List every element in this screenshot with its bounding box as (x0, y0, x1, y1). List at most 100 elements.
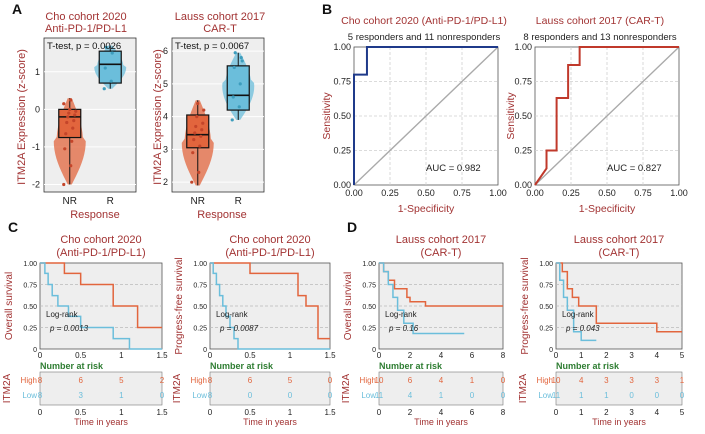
survival-curve-high (556, 262, 682, 333)
y-axis-label: ITM2A Expression (z-score) (152, 49, 164, 185)
risk-x-tick-label: 3 (629, 408, 634, 417)
risk-x-axis-label: Time in years (74, 417, 128, 427)
data-point (72, 119, 76, 123)
y-tick-label: 0.50 (333, 111, 351, 121)
y-tick-label: 2 (163, 177, 168, 187)
data-point (73, 113, 77, 117)
risk-count-low: 0 (470, 391, 475, 400)
risk-count-low: 1 (439, 391, 444, 400)
risk-table-title: Number at risk (210, 361, 274, 371)
risk-x-axis-label: Time in years (414, 417, 468, 427)
y-tick-label: 1.00 (333, 42, 351, 52)
y-tick-label: 0.25 (362, 326, 376, 333)
x-tick-label: 1.5 (156, 351, 168, 360)
p-value-label: p = 0.0087 (219, 324, 259, 333)
y-tick-label: 4 (163, 112, 168, 122)
risk-x-tick-label: 0.5 (75, 408, 87, 417)
km-title: Cho cohort 2020 (229, 234, 310, 246)
survival-curve-high (210, 262, 330, 340)
roc-curve (353, 46, 498, 185)
data-point (66, 115, 70, 119)
roc-subtitle: 8 responders and 13 nonresponders (523, 32, 676, 43)
risk-count-low: 0 (501, 391, 506, 400)
risk-count-low: 0 (655, 391, 660, 400)
y-tick-label: 0 (549, 347, 553, 354)
risk-x-tick-label: 4 (439, 408, 444, 417)
data-point (64, 132, 68, 136)
risk-count-low: 0 (629, 391, 634, 400)
y-tick-label: 0.00 (333, 180, 351, 190)
stat-label: T-test, p = 0.0026 (47, 41, 121, 52)
y-tick-label: 0.25 (333, 146, 351, 156)
survival-curve-low (40, 262, 162, 350)
risk-x-tick-label: 1.5 (156, 408, 168, 417)
data-point (233, 51, 237, 55)
x-tick-label: 1.00 (489, 188, 507, 198)
y-tick-label: 0.50 (362, 304, 376, 311)
data-point (194, 124, 198, 129)
box (186, 114, 210, 149)
data-point (238, 82, 242, 86)
data-point (62, 102, 66, 106)
x-tick-label: 0.00 (345, 188, 363, 198)
x-tick-label: 0.5 (244, 351, 256, 360)
data-point (237, 105, 241, 109)
risk-x-tick-label: 2 (604, 408, 609, 417)
panel-letter-d: D (347, 219, 357, 235)
data-point (202, 108, 206, 112)
risk-count-high: 5 (288, 376, 293, 385)
km-title: Lauss cohort 2017 (396, 234, 487, 246)
data-point (104, 45, 108, 49)
data-point (191, 151, 195, 155)
diagonal-reference (353, 46, 499, 186)
x-tick-label: 0 (554, 351, 559, 360)
risk-count-high: 10 (375, 376, 384, 385)
risk-row-label-low: Low (361, 391, 376, 400)
x-tick-label: 0.75 (634, 188, 652, 198)
risk-gene-label: ITM2A (341, 373, 352, 403)
subplot-title: CAR-T (203, 23, 237, 35)
y-tick-label: 1.00 (514, 42, 532, 52)
data-point (67, 111, 71, 115)
risk-count-low: 0 (160, 391, 165, 400)
x-tick-label: 1 (119, 351, 124, 360)
risk-count-low: 11 (375, 391, 384, 400)
risk-gene-label: ITM2A (518, 373, 529, 403)
risk-x-tick-label: 1 (288, 408, 293, 417)
risk-table-title: Number at risk (379, 361, 443, 371)
risk-table (555, 371, 683, 406)
roc-title: Lauss cohort 2017 (CAR-T) (536, 15, 664, 27)
risk-count-high: 1 (680, 376, 685, 385)
x-tick-label: NR (63, 196, 77, 207)
x-tick-label: 5 (680, 351, 685, 360)
y-tick-label: 3 (163, 144, 168, 154)
x-tick-label: 1.00 (670, 188, 688, 198)
data-point (109, 79, 113, 83)
data-point (102, 87, 106, 91)
km-title: (Anti-PD-1/PD-L1) (56, 247, 145, 259)
risk-x-tick-label: 4 (655, 408, 660, 417)
risk-count-low: 1 (579, 391, 584, 400)
risk-count-high: 3 (629, 376, 634, 385)
y-tick-label: 0.00 (514, 180, 532, 190)
survival-curve-low (556, 262, 597, 342)
risk-count-low: 1 (119, 391, 124, 400)
risk-count-low: 3 (78, 391, 83, 400)
subplot-title: Lauss cohort 2017 (175, 11, 266, 23)
risk-x-tick-label: 8 (501, 408, 506, 417)
auc-label: AUC = 0.827 (607, 163, 662, 174)
y-tick-label: 0 (372, 347, 376, 354)
y-tick-label: 0.75 (23, 283, 37, 290)
data-point (193, 131, 197, 135)
y-tick-label: 0.25 (193, 326, 207, 333)
km-title: Cho cohort 2020 (60, 234, 141, 246)
x-tick-label: 8 (501, 351, 506, 360)
y-tick-label: 0.75 (514, 77, 532, 87)
risk-table-title: Number at risk (556, 361, 620, 371)
y-axis-label: Progress-free survival (520, 257, 531, 354)
data-point (65, 120, 69, 125)
p-value-label: p = 0.16 (388, 324, 419, 333)
logrank-label: Log-rank (562, 310, 595, 319)
survival-curve-high (40, 262, 162, 329)
risk-row-label-low: Low (538, 391, 553, 400)
